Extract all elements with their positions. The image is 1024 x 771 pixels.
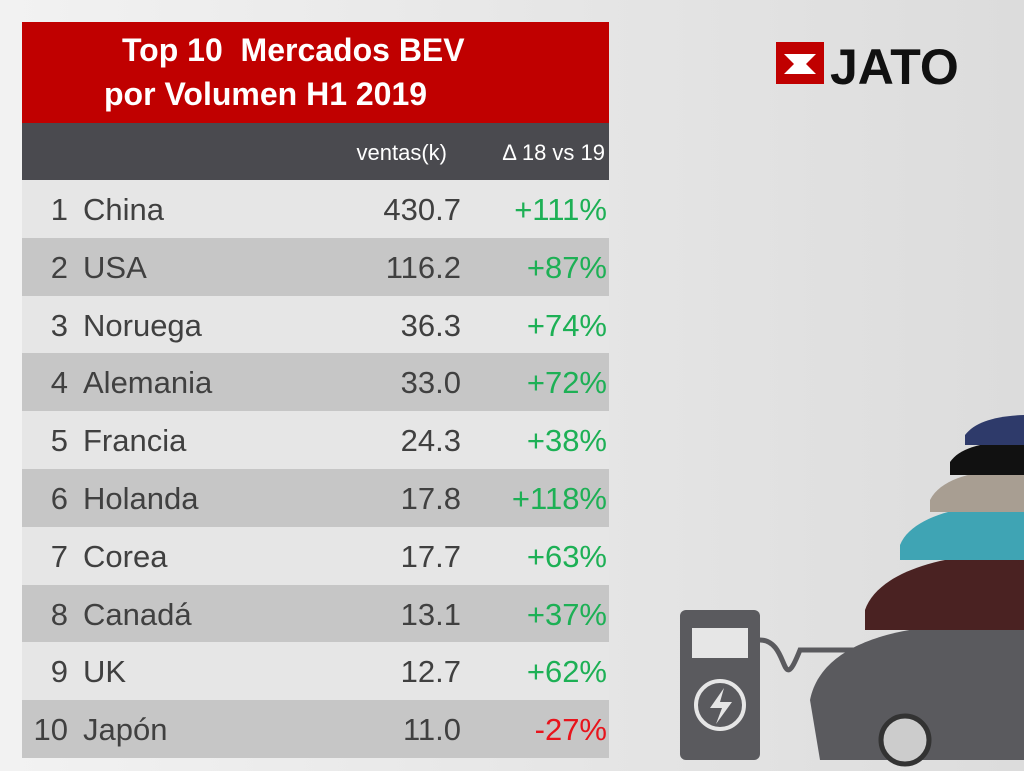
table-row: 4 Alemania 33.0 +72%: [22, 353, 609, 412]
title-line: por Volumen H1 2019: [104, 76, 428, 112]
column-header: ventas(k): [356, 140, 447, 165]
sales: 12.7: [400, 654, 461, 690]
logo: JATO: [776, 39, 959, 90]
rank: 5: [50, 423, 68, 459]
rank: 1: [50, 192, 68, 227]
wheel: [878, 713, 932, 767]
car: [930, 470, 1024, 512]
pump-screen: [692, 628, 748, 658]
change: -27%: [534, 712, 607, 748]
table-row: 5 Francia 24.3 +38%: [22, 411, 609, 470]
table-row: 2 USA 116.2 +87%: [22, 237, 609, 296]
sales: 11.0: [402, 712, 461, 748]
table-row: 9 UK 12.7 +62%: [22, 642, 609, 701]
table-row: 7 Corea 17.7 +63%: [22, 526, 609, 585]
change: +72%: [526, 365, 607, 401]
table-row: 6 Holanda 17.8 +118%: [22, 469, 609, 527]
rank: 8: [50, 596, 68, 632]
sales: 17.7: [400, 538, 461, 574]
rank: 6: [50, 481, 68, 516]
country: Noruega: [83, 307, 202, 343]
sales: 33.0: [400, 365, 461, 401]
car: [810, 625, 1024, 760]
change: +62%: [526, 654, 607, 690]
sales: 13.1: [400, 596, 461, 632]
change: +63%: [526, 538, 607, 574]
sales: 17.8: [400, 481, 461, 516]
title-banner: Top 10 Mercados BEV por Volumen H1 2019: [22, 22, 609, 123]
rank: 2: [50, 249, 68, 285]
rank: 10: [33, 712, 68, 748]
country: USA: [83, 249, 147, 285]
car: [900, 505, 1024, 560]
country: Japón: [83, 712, 168, 748]
logo-arrow: [784, 54, 816, 74]
change: +38%: [526, 423, 607, 459]
change: +111%: [514, 192, 607, 227]
table-row: 3 Noruega 36.3 +74%: [22, 295, 609, 354]
country: Holanda: [83, 481, 199, 516]
logo-text: JATO: [830, 39, 959, 90]
change: +87%: [526, 249, 607, 285]
change: +74%: [526, 307, 607, 343]
sales: 36.3: [400, 307, 461, 343]
column-header: Δ 18 vs 19: [502, 140, 605, 165]
illustration: [680, 415, 1024, 767]
rank: 3: [50, 307, 68, 343]
rank: 4: [50, 365, 68, 401]
country: Francia: [83, 423, 187, 459]
change: +37%: [526, 596, 607, 632]
cable: [759, 637, 860, 673]
sales: 430.7: [383, 192, 461, 227]
car: [865, 555, 1024, 630]
country: UK: [83, 654, 127, 690]
car: [965, 415, 1024, 445]
car: [950, 440, 1024, 475]
table-row: 8 Canadá 13.1 +37%: [22, 584, 609, 643]
rank: 9: [50, 654, 68, 690]
change: +118%: [511, 481, 607, 516]
sales: 116.2: [385, 249, 461, 285]
pump-icon: [694, 679, 746, 731]
sales: 24.3: [400, 423, 461, 459]
country: China: [83, 192, 164, 227]
pump-bolt: [710, 688, 732, 724]
country: Alemania: [83, 365, 213, 401]
country: Canadá: [83, 596, 192, 632]
title-line: Top 10 Mercados BEV: [122, 32, 465, 68]
table-row: 1 China 430.7 +111%: [22, 180, 609, 238]
rank: 7: [50, 538, 68, 574]
table-header: ventas(k) Δ 18 vs 19: [22, 123, 609, 180]
table-row: 10 Japón 11.0 -27%: [22, 700, 609, 759]
country: Corea: [83, 538, 168, 574]
